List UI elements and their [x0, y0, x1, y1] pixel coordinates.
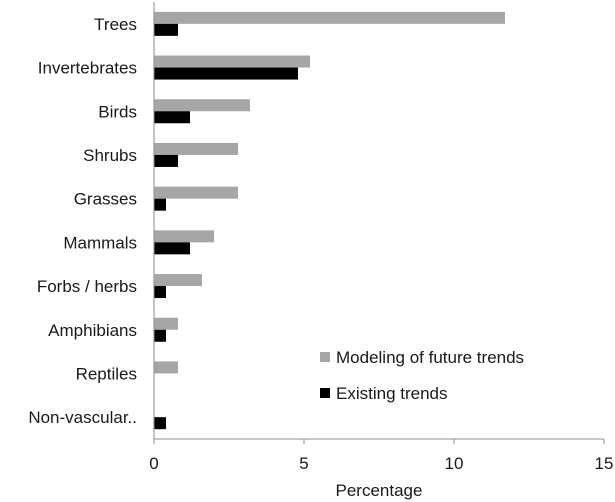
bar-trees-existing	[154, 23, 178, 36]
bar-birds-modeling	[154, 99, 250, 112]
x-axis-ticks: 0 5 10 15	[149, 439, 613, 473]
bar-forbs-herbs-modeling	[154, 274, 202, 287]
x-tick-label: 5	[299, 454, 308, 473]
bars-group	[154, 11, 505, 430]
bar-shrubs-modeling	[154, 142, 238, 155]
category-labels: Trees Invertebrates Birds Shrubs Grasses Mamm…	[28, 15, 137, 427]
bar-non-vascular-existing	[154, 417, 166, 430]
legend-swatch-modeling	[320, 352, 330, 362]
category-label-shrubs: Shrubs	[83, 146, 137, 165]
legend-label-existing: Existing trends	[336, 384, 448, 403]
bar-forbs-herbs-existing	[154, 286, 166, 299]
category-label-reptiles: Reptiles	[76, 364, 137, 383]
bar-shrubs-existing	[154, 154, 178, 167]
x-axis-title: Percentage	[336, 481, 423, 500]
bar-amphibians-existing	[154, 329, 166, 342]
legend-label-modeling: Modeling of future trends	[336, 348, 524, 367]
category-label-amphibians: Amphibians	[48, 321, 137, 340]
bar-reptiles-modeling	[154, 361, 178, 374]
category-label-grasses: Grasses	[74, 190, 137, 209]
bar-invertebrates-existing	[154, 67, 298, 80]
bar-mammals-modeling	[154, 230, 214, 243]
bar-grasses-modeling	[154, 186, 238, 199]
category-label-mammals: Mammals	[63, 233, 137, 252]
category-label-invertebrates: Invertebrates	[38, 59, 137, 78]
category-label-non-vascular: Non-vascular..	[28, 408, 137, 427]
bar-mammals-existing	[154, 242, 190, 255]
x-tick-label: 10	[445, 454, 464, 473]
x-tick-label: 15	[595, 454, 614, 473]
x-tick-label: 0	[149, 454, 158, 473]
legend: Modeling of future trends Existing trend…	[320, 348, 524, 403]
bar-amphibians-modeling	[154, 317, 178, 330]
bar-birds-existing	[154, 111, 190, 124]
bar-trees-modeling	[154, 11, 505, 24]
category-label-birds: Birds	[98, 102, 137, 121]
bar-grasses-existing	[154, 198, 166, 211]
legend-swatch-existing	[320, 388, 330, 398]
category-label-trees: Trees	[94, 15, 137, 34]
category-label-forbs-herbs: Forbs / herbs	[37, 277, 137, 296]
bar-invertebrates-modeling	[154, 55, 310, 68]
